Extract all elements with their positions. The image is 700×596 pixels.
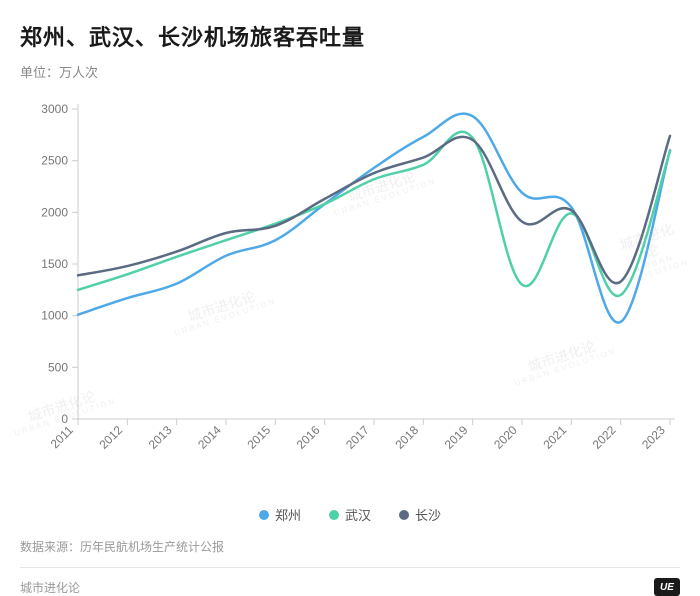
series-line bbox=[78, 114, 670, 323]
unit-label: 单位：万人次 bbox=[20, 62, 680, 81]
x-tick-label: 2021 bbox=[540, 423, 569, 452]
legend-label: 武汉 bbox=[345, 505, 371, 524]
legend-dot-icon bbox=[399, 510, 409, 520]
legend-label: 长沙 bbox=[415, 505, 441, 524]
legend-item: 长沙 bbox=[399, 505, 441, 524]
chart-legend: 郑州 武汉 长沙 bbox=[20, 505, 680, 524]
y-tick-label: 2500 bbox=[41, 154, 68, 168]
legend-label: 郑州 bbox=[275, 505, 301, 524]
footer: 城市进化论 UE bbox=[20, 578, 680, 596]
legend-dot-icon bbox=[259, 510, 269, 520]
divider bbox=[20, 567, 680, 568]
legend-item: 武汉 bbox=[329, 505, 371, 524]
y-tick-label: 1000 bbox=[41, 309, 68, 323]
chart-title: 郑州、武汉、长沙机场旅客吞吐量 bbox=[20, 20, 680, 52]
x-tick-label: 2012 bbox=[96, 423, 125, 452]
source-label: 数据来源：历年民航机场生产统计公报 bbox=[20, 538, 680, 555]
x-tick-label: 2022 bbox=[590, 423, 619, 452]
series-line bbox=[78, 132, 670, 296]
line-chart-svg: 0500100015002000250030002011201220132014… bbox=[20, 99, 680, 499]
y-tick-label: 1500 bbox=[41, 257, 68, 271]
chart-container: 郑州、武汉、长沙机场旅客吞吐量 单位：万人次 05001000150020002… bbox=[0, 0, 700, 595]
x-tick-label: 2014 bbox=[195, 423, 224, 452]
legend-dot-icon bbox=[329, 510, 339, 520]
x-tick-label: 2016 bbox=[294, 423, 323, 452]
x-tick-label: 2020 bbox=[491, 423, 520, 452]
chart-area: 0500100015002000250030002011201220132014… bbox=[20, 99, 680, 499]
y-tick-label: 3000 bbox=[41, 102, 68, 116]
x-tick-label: 2019 bbox=[442, 423, 471, 452]
ue-badge-icon: UE bbox=[654, 578, 680, 596]
x-tick-label: 2018 bbox=[392, 423, 421, 452]
x-tick-label: 2015 bbox=[244, 423, 273, 452]
x-tick-label: 2013 bbox=[146, 423, 175, 452]
legend-item: 郑州 bbox=[259, 505, 301, 524]
y-tick-label: 500 bbox=[48, 360, 68, 374]
footer-brand: 城市进化论 bbox=[20, 579, 80, 596]
x-tick-label: 2011 bbox=[48, 423, 76, 451]
y-tick-label: 2000 bbox=[41, 205, 68, 219]
x-tick-label: 2017 bbox=[343, 423, 372, 452]
x-tick-label: 2023 bbox=[639, 423, 668, 452]
